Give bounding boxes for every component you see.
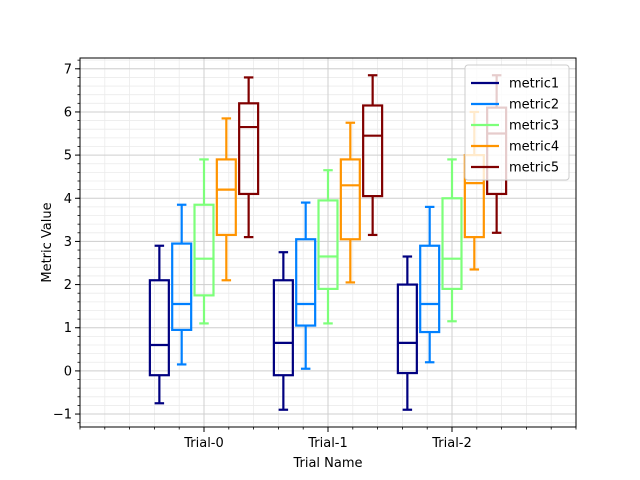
box-metric4-trial-1 — [339, 121, 361, 284]
box-metric3-trial-1 — [317, 169, 339, 325]
box-metric1-trial-2 — [396, 255, 418, 411]
x-axis-label: Trial Name — [292, 456, 362, 471]
box-metric2-trial-2 — [419, 205, 441, 364]
x-tick-label: Trial-0 — [183, 436, 224, 451]
box-body — [396, 283, 418, 375]
y-tick-label: 0 — [64, 364, 72, 379]
box-body — [148, 279, 170, 377]
box-body — [317, 199, 339, 290]
y-axis-label: Metric Value — [40, 202, 55, 282]
box-metric1-trial-1 — [272, 251, 294, 411]
box-metric2-trial-0 — [171, 203, 193, 366]
box-body — [295, 238, 317, 327]
x-tick-label: Trial-1 — [307, 436, 348, 451]
axes: −1 0 1 2 3 4 5 6 7 Trial-0 Trial-1 Trial-2 — [53, 59, 577, 451]
box-body — [441, 197, 463, 290]
x-tick-label: Trial-2 — [431, 436, 472, 451]
box-body — [215, 158, 237, 237]
box-metric5-trial-1 — [362, 74, 384, 237]
box-body — [339, 158, 361, 241]
box-metric4-trial-0 — [215, 117, 237, 282]
box-body — [193, 203, 215, 297]
legend-label-metric2: metric2 — [509, 98, 559, 113]
y-tick-label: 2 — [64, 278, 72, 293]
box-metric3-trial-0 — [193, 158, 215, 325]
box-metric5-trial-0 — [238, 76, 260, 239]
box-metric2-trial-1 — [295, 201, 317, 370]
y-tick-label: 1 — [64, 321, 72, 336]
y-tick-label: 3 — [64, 235, 72, 250]
y-tick-label: 4 — [64, 192, 72, 207]
box-body — [238, 102, 260, 196]
box-body — [419, 244, 441, 334]
legend-label-metric5: metric5 — [509, 161, 559, 176]
box-body — [362, 104, 384, 198]
legend-label-metric4: metric4 — [509, 140, 559, 155]
box-body — [171, 242, 193, 331]
box-plots — [148, 74, 508, 411]
y-tick-label: 6 — [64, 105, 72, 120]
legend: metric1 metric2 metric3 metric4 metric5 — [464, 64, 570, 181]
legend-frame — [464, 64, 570, 181]
legend-label-metric1: metric1 — [509, 77, 559, 92]
box-body — [272, 279, 294, 377]
box-metric3-trial-2 — [441, 158, 463, 323]
y-tick-label: 7 — [64, 62, 72, 77]
y-tick-label: 5 — [64, 149, 72, 164]
y-tick-label: −1 — [53, 408, 72, 423]
legend-label-metric3: metric3 — [509, 119, 559, 134]
box-metric1-trial-0 — [148, 244, 170, 405]
